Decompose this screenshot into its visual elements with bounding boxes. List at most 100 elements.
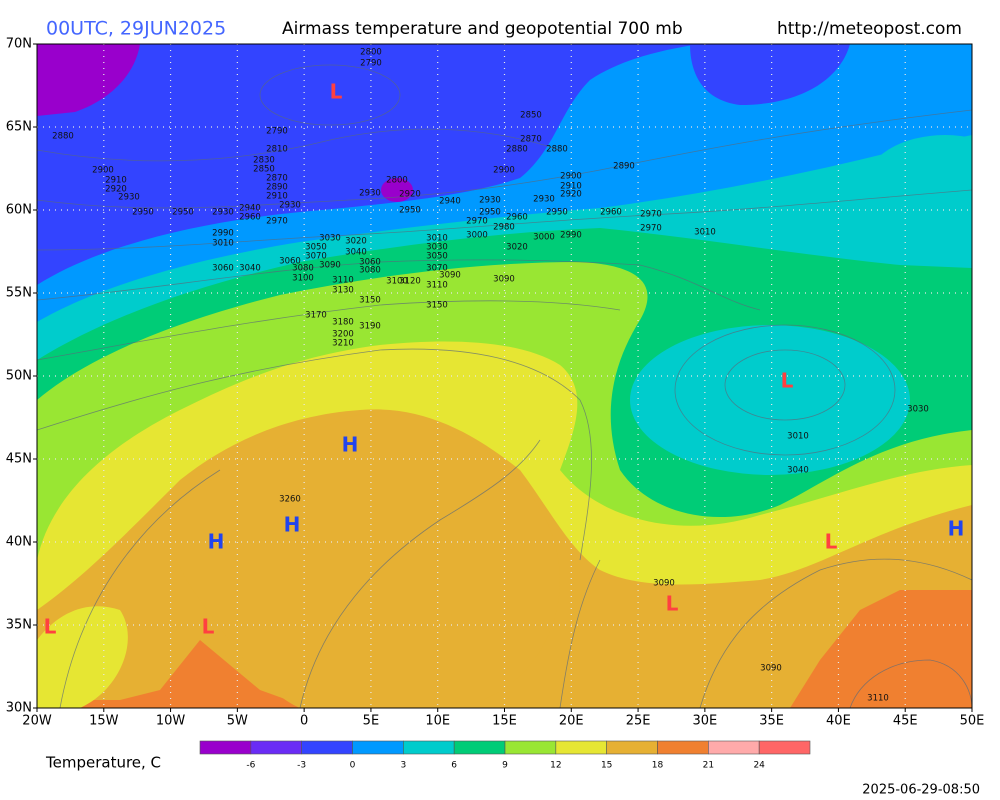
- contour-label: 2880: [52, 132, 74, 142]
- header-time: 00UTC, 29JUN2025: [46, 18, 226, 40]
- colorbar-swatch: [504, 740, 557, 755]
- colorbar-swatch: [352, 740, 404, 755]
- field-blue: [37, 44, 700, 285]
- field-gold-blob: [169, 411, 560, 708]
- contour-label: 2850: [253, 165, 275, 175]
- contour-label: 2790: [360, 59, 382, 69]
- contour-label: 3020: [345, 237, 367, 247]
- colorbar-swatch: [555, 740, 607, 755]
- colorbar-swatch: [657, 740, 709, 755]
- colorbar-swatch: [758, 740, 811, 755]
- pressure-center: H: [284, 513, 301, 537]
- field-teal-east: [865, 135, 972, 235]
- geopotential-contours: [37, 64, 972, 708]
- contour-label: 3210: [332, 339, 354, 349]
- lat-label: 70N: [6, 37, 32, 52]
- pressure-center: H: [948, 517, 965, 541]
- contour-label: 2890: [266, 183, 288, 193]
- contour-label: 2930: [279, 201, 301, 211]
- contour-label: 2950: [479, 208, 501, 218]
- colorbar-tick-label: 21: [703, 761, 714, 771]
- colorbar-tick-label: 3: [400, 761, 406, 771]
- header-title: Airmass temperature and geopotential 700…: [282, 19, 683, 39]
- contour-label: 2930: [118, 193, 140, 203]
- contour-label: 2960: [600, 208, 622, 218]
- field-purple: [37, 44, 140, 116]
- colorbar-tick-label: 6: [451, 761, 457, 771]
- contour-label: 2910: [560, 182, 582, 192]
- timestamp: 2025-06-29-08:50: [862, 783, 980, 798]
- colorbar-label: Temperature, C: [45, 754, 161, 772]
- colorbar-swatch: [250, 740, 302, 755]
- contour-label: 3070: [305, 252, 327, 262]
- contour-label: 2970: [640, 210, 662, 220]
- pressure-center: L: [44, 615, 57, 639]
- contour-label: 3000: [466, 231, 488, 241]
- contour-label: 2970: [466, 217, 488, 227]
- contour-label: 2960: [506, 213, 528, 223]
- contour-label: 2800: [360, 48, 382, 58]
- pressure-center: L: [202, 615, 215, 639]
- contour-label: 2960: [239, 213, 261, 223]
- contour-label: 2800: [386, 176, 408, 186]
- contour-label: 3050: [305, 243, 327, 253]
- contour-label: 2910: [266, 192, 288, 202]
- contour-label: 2890: [613, 162, 635, 172]
- lon-label: 25E: [626, 714, 651, 729]
- contour-label: 2980: [493, 223, 515, 233]
- contour-label: 3110: [867, 694, 889, 704]
- contour-label: 2950: [132, 208, 154, 218]
- lat-label: 45N: [6, 452, 32, 467]
- lon-label: 40E: [826, 714, 851, 729]
- contour-label: 2880: [506, 145, 528, 155]
- colorbar-tick-label: 12: [550, 761, 561, 771]
- lon-label: 30E: [692, 714, 717, 729]
- contour-label: 2940: [239, 204, 261, 214]
- contour-label: 3180: [332, 318, 354, 328]
- lon-label: 10E: [425, 714, 450, 729]
- contour-label: 3020: [506, 243, 528, 253]
- pressure-center: L: [781, 369, 794, 393]
- colorbar-tick-label: 18: [652, 761, 664, 771]
- contour-label: 3030: [426, 243, 448, 253]
- contour-label: 2930: [212, 208, 234, 218]
- contour-label: 2870: [266, 174, 288, 184]
- colorbar-tick-label: -3: [297, 761, 306, 771]
- contour-label: 3090: [653, 579, 675, 589]
- colorbar-swatch: [199, 740, 252, 755]
- field-blue-ne: [690, 44, 850, 105]
- lon-label: 5W: [227, 714, 248, 729]
- contour-label: 3080: [292, 264, 314, 274]
- pressure-centers: L L H H H L L L L H: [44, 80, 965, 639]
- pressure-center: L: [825, 530, 838, 554]
- lon-label: 20W: [22, 714, 52, 729]
- lon-label: 15W: [89, 714, 119, 729]
- contour-label: 2970: [640, 224, 662, 234]
- contour-label: 2920: [560, 190, 582, 200]
- contour-label: 2790: [266, 127, 288, 137]
- contour-label: 3100: [386, 277, 408, 287]
- lat-label: 65N: [6, 120, 32, 135]
- contour-label: 2940: [439, 197, 461, 207]
- contour-label: 2950: [546, 208, 568, 218]
- contour-label: 2930: [479, 196, 501, 206]
- field-teal-low: [630, 325, 910, 475]
- contour-label: 2810: [266, 145, 288, 155]
- contour-label: 3090: [439, 271, 461, 281]
- contour-label: 3030: [319, 234, 341, 244]
- contour-label: 3090: [319, 261, 341, 271]
- lon-label: 0: [300, 714, 308, 729]
- contour-label: 2830: [253, 156, 275, 166]
- contour-label: 3200: [332, 330, 354, 340]
- contour-label: 2950: [172, 208, 194, 218]
- contour-label: 3040: [787, 466, 809, 476]
- contour-label: 3000: [533, 233, 555, 243]
- contour-label: 3060: [212, 264, 234, 274]
- contour-label: 2910: [105, 176, 127, 186]
- lon-label: 10W: [156, 714, 186, 729]
- colorbar-swatch: [301, 740, 353, 755]
- contour-label: 3040: [239, 264, 261, 274]
- lon-label: 45E: [893, 714, 918, 729]
